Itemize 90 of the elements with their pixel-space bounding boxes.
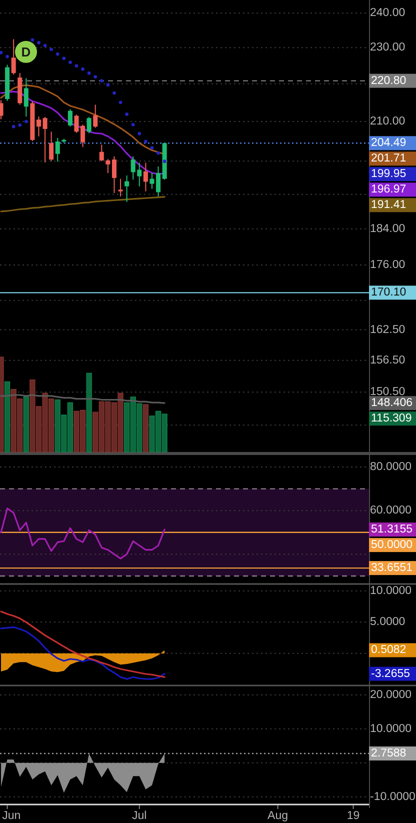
y-tick-label: 156.50 [370, 354, 406, 366]
point [138, 132, 142, 136]
candlestick [42, 116, 48, 163]
y-tick-label: 176.00 [370, 258, 406, 271]
point [50, 48, 54, 52]
point [106, 83, 110, 87]
text: 115.309 [371, 412, 412, 425]
y-tick-label: 10.0000 [370, 722, 412, 735]
candlestick [118, 178, 123, 197]
y-tick-label: 210.00 [370, 116, 406, 128]
ref-line-label: 2.7588 [371, 747, 406, 760]
point [150, 146, 154, 150]
point [43, 44, 47, 48]
text: 0.5082 [371, 644, 406, 656]
annotation: D [21, 44, 31, 60]
ref-line-label: 33.6551 [371, 562, 413, 574]
candlestick [36, 116, 42, 137]
text: 148.406 [371, 397, 413, 410]
point [131, 122, 135, 126]
bar [86, 372, 92, 452]
point [37, 41, 40, 44]
candlestick [93, 104, 98, 128]
point [24, 120, 28, 124]
point [12, 124, 16, 128]
point [81, 67, 84, 71]
y-tick-label: 60.0000 [370, 504, 412, 517]
y-tick-label: 184.00 [370, 222, 406, 235]
y-tick-label: -10.0000 [370, 790, 416, 803]
point [144, 140, 148, 144]
y-tick-label: 150.50 [370, 386, 406, 398]
line-series [0, 610, 166, 678]
ref-line-label: 50.0000 [371, 539, 413, 552]
y-tick-label: 20.0000 [370, 688, 412, 701]
y-tick-label: 5.0000 [370, 616, 406, 628]
point [74, 64, 78, 68]
point [56, 52, 60, 56]
candlestick [143, 162, 148, 192]
bar [23, 396, 29, 452]
point [112, 91, 116, 95]
candlestick [24, 78, 28, 118]
candlestick [99, 144, 104, 162]
x-tick-label: Jul [132, 810, 147, 822]
text: -3.2655 [371, 668, 410, 680]
x-tick-label: Jun [2, 810, 21, 822]
point [162, 160, 166, 164]
point [87, 71, 91, 75]
line-series [0, 196, 166, 212]
line-series [0, 84, 166, 156]
x-tick-label: Aug [268, 810, 288, 822]
point [125, 112, 129, 116]
candlestick [49, 131, 54, 162]
candlestick [86, 116, 92, 134]
candlestick [106, 158, 110, 174]
point [62, 56, 66, 60]
text: 201.71 [371, 152, 406, 165]
candlestick [156, 166, 161, 197]
text: 196.97 [371, 184, 406, 196]
text: 191.41 [371, 199, 406, 212]
ref-line-label: 204.49 [371, 137, 406, 150]
point [18, 123, 22, 127]
point [6, 54, 9, 58]
y-tick-label: 10.0000 [370, 584, 412, 597]
candlestick [68, 108, 72, 128]
y-tick-label: 80.0000 [370, 460, 412, 473]
x-tick-label: 19 [346, 810, 360, 822]
text: 51.3155 [371, 524, 413, 536]
candlestick [80, 124, 86, 148]
ref-line-label: 170.10 [371, 286, 406, 299]
line-series [0, 508, 166, 560]
bar [4, 381, 10, 452]
point [0, 50, 3, 54]
text: 199.95 [371, 168, 406, 180]
line-series [0, 626, 166, 680]
point [100, 79, 104, 83]
candlestick [74, 114, 79, 134]
candlestick [112, 156, 116, 194]
bar [142, 404, 148, 452]
point [156, 151, 160, 155]
candlestick [124, 175, 130, 202]
y-tick-label: 230.00 [370, 42, 406, 54]
ref-line-label: 220.80 [371, 74, 406, 87]
point [94, 75, 98, 78]
point [118, 100, 122, 104]
candlestick [55, 137, 60, 162]
y-tick-label: 162.50 [370, 324, 406, 336]
point [30, 38, 34, 42]
candlestick [150, 172, 154, 190]
point [68, 60, 72, 64]
y-tick-label: 240.00 [370, 7, 406, 20]
candlestick [11, 38, 16, 76]
